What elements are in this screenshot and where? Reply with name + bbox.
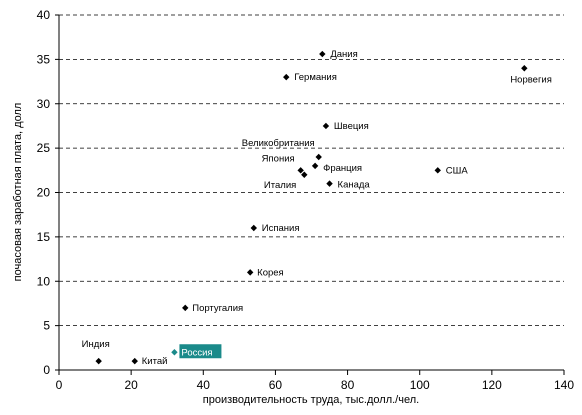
x-tick-label: 80: [341, 378, 355, 392]
point-label: Норвегия: [510, 74, 552, 85]
point-marker: [283, 73, 290, 81]
point-label: Швеция: [334, 121, 369, 132]
point-label: Португалия: [192, 303, 243, 314]
data-points: [95, 50, 528, 365]
point-label: Дания: [330, 49, 357, 60]
x-tick-label: 120: [482, 378, 502, 392]
y-tick-label: 40: [37, 8, 51, 22]
y-tick-labels: 0 5 10 15 20 25 30 35 40: [37, 8, 59, 377]
point-marker: [95, 357, 102, 365]
point-labels: Дания Германия Норвегия Швеция Великобритани…: [82, 49, 552, 367]
point-marker: [131, 357, 138, 365]
point-label: Германия: [294, 72, 337, 83]
point-label: Италия: [264, 180, 296, 191]
x-tick-label: 140: [554, 378, 574, 392]
y-tick-label: 25: [37, 141, 51, 155]
point-label: Япония: [262, 153, 295, 164]
point-label: Россия: [181, 347, 212, 358]
point-marker: [326, 180, 333, 187]
y-tick-label: 35: [37, 52, 51, 66]
point-marker: [301, 171, 308, 178]
x-tick-label: 40: [197, 378, 211, 392]
x-axis-label: производительность труда, тыс.долл./чел.: [203, 394, 419, 406]
y-tick-label: 5: [43, 319, 50, 333]
point-marker: [311, 162, 319, 170]
point-marker: [322, 122, 330, 130]
x-tick-label: 60: [269, 378, 283, 392]
point-label: США: [446, 165, 469, 176]
point-marker: [182, 304, 189, 312]
point-marker: [297, 167, 304, 174]
y-axis-label: почасовая заработная плата, долл: [12, 103, 24, 282]
x-tick-label: 20: [124, 378, 138, 392]
y-tick-label: 0: [43, 363, 50, 377]
y-tick-label: 10: [37, 274, 51, 288]
point-marker: [319, 50, 326, 58]
point-marker: [250, 224, 257, 232]
gridlines: [59, 14, 564, 327]
point-marker: [521, 65, 528, 72]
point-marker: [171, 349, 178, 356]
point-label: Индия: [82, 339, 110, 350]
point-label: Франция: [323, 163, 362, 174]
x-tick-label: 100: [410, 378, 430, 392]
point-label: Испания: [262, 223, 300, 234]
point-marker: [434, 167, 441, 174]
y-tick-label: 30: [37, 97, 51, 111]
point-marker: [246, 269, 254, 276]
point-marker: [315, 153, 322, 161]
point-label: Канада: [338, 180, 371, 191]
point-label: Великобритания: [242, 138, 315, 149]
point-label: Корея: [257, 267, 284, 278]
y-tick-label: 20: [37, 186, 51, 200]
y-tick-label: 15: [37, 230, 51, 244]
x-tick-labels: 0 20 40 60 80 100 120 140: [56, 370, 574, 392]
point-label: Китай: [142, 356, 168, 367]
highlight-label-box: [179, 344, 222, 359]
x-tick-label: 0: [56, 378, 63, 392]
